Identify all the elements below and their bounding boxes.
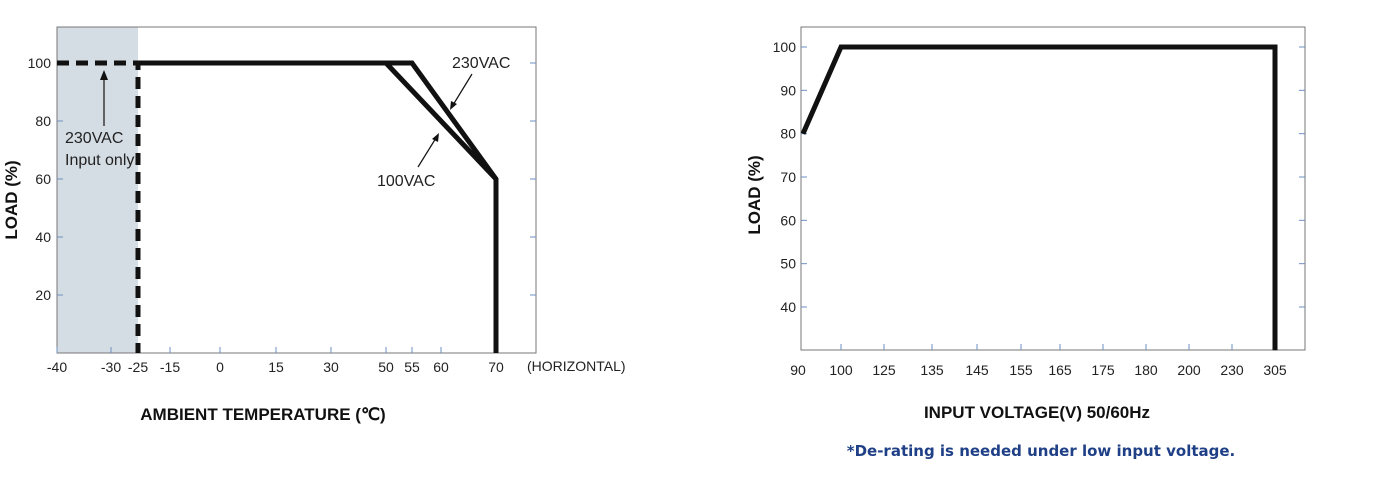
x-tick-label: 30 [323,359,339,375]
x-tick-label: 100 [829,362,853,378]
y-tick-label: 80 [780,126,796,142]
arrowhead-100vac [432,133,439,142]
x-tick-label: 70 [488,359,504,375]
x-tick-label: 0 [216,359,224,375]
annotation-input-only-line1: 230VAC [65,130,123,147]
arrow-100vac [417,137,437,168]
x-tick-label: 230 [1220,362,1244,378]
x-tick-label: 145 [965,362,989,378]
x-axis-title-2: INPUT VOLTAGE(V) 50/60Hz [924,403,1150,422]
x-tick-label: 155 [1009,362,1033,378]
plot-frame-1 [56,26,537,354]
y-tick-label: 60 [35,171,51,187]
x-tick-label: 125 [872,362,896,378]
x-tick-label: -40 [47,359,67,375]
y-axis-title-2: LOAD (%) [745,155,764,234]
x-tick-label: 165 [1048,362,1072,378]
x-tick-label: -25 [128,359,148,375]
x-tick-label: -30 [101,359,121,375]
x-tick-label: 90 [790,362,806,378]
series-100vac-line [138,60,498,181]
y-tick-label: 60 [780,212,796,228]
y-tick-label: 50 [780,256,796,272]
y-tick-label: 100 [773,39,797,55]
arrowhead-230vac [450,101,457,110]
annotation-input-only-line2: Input only [65,152,134,169]
annotation-100vac: 100VAC [377,173,435,190]
arrow-230vac [452,73,473,106]
arrowhead-input-only [100,70,108,80]
y-tick-label: 90 [780,82,796,98]
y-tick-label: 80 [35,113,51,129]
x-tick-label: 50 [378,359,394,375]
plot-frame-2 [800,26,1306,351]
shaded-region [57,27,138,353]
x-tick-label: 135 [920,362,944,378]
y-tick-label: 40 [780,299,796,315]
y-tick-label: 40 [35,229,51,245]
x-tick-label: 60 [433,359,449,375]
x-tick-label: 200 [1177,362,1201,378]
derating-note: *De-rating is needed under low input vol… [847,442,1236,460]
y-tick-label: 100 [28,55,52,71]
series-load-line [800,44,1278,351]
x-tick-label: 305 [1263,362,1287,378]
annotation-230vac: 230VAC [452,55,510,72]
x-tick-label: 15 [268,359,284,375]
x-tick-label: 175 [1091,362,1115,378]
y-tick-label: 20 [35,287,51,303]
x-tick-label: 180 [1134,362,1158,378]
x-axis-note: (HORIZONTAL) [527,358,626,374]
x-tick-label: 55 [404,359,420,375]
x-tick-label: -15 [160,359,180,375]
y-axis-title-1: LOAD (%) [2,160,21,239]
series-230vac-input-only-dashed [57,60,141,353]
series-230vac-line [138,60,499,353]
x-axis-title-1: AMBIENT TEMPERATURE (℃) [140,405,385,424]
y-tick-label: 70 [780,169,796,185]
